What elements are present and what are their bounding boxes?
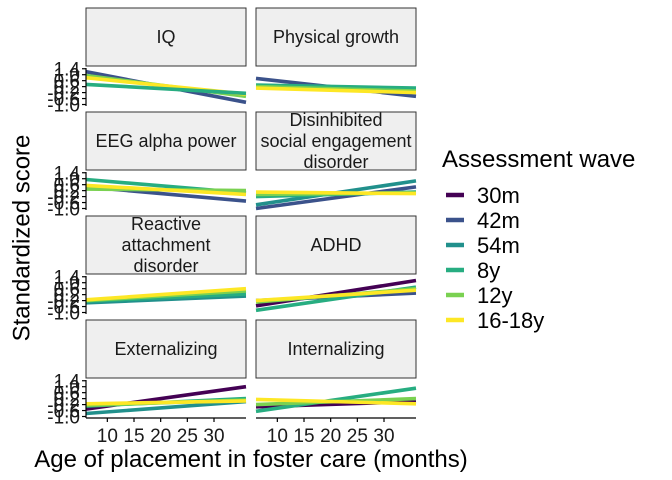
series-line-16-18y [255, 397, 417, 406]
y-tick-label: 1.0 [54, 378, 80, 399]
y-tick-label: -0.6 [47, 298, 80, 319]
y-tick-label: 0.6 [54, 280, 80, 301]
facet-strip [85, 215, 247, 275]
x-tick-label: 20 [150, 426, 171, 447]
legend-label: 12y [477, 283, 512, 308]
facet-title: Internalizing [287, 339, 384, 359]
series-line-16-18y [255, 86, 417, 95]
x-tick-label: 15 [123, 426, 144, 447]
series-line-16-18y [255, 288, 417, 303]
x-axis-title: Age of placement in foster care (months) [34, 446, 468, 473]
facet-title: IQ [156, 27, 175, 47]
x-tick-label: 10 [267, 426, 288, 447]
series-line-16-18y [85, 286, 247, 302]
y-tick-label: 0.6 [54, 176, 80, 197]
facet-title: Physical growth [273, 27, 399, 47]
facet-strip [255, 319, 417, 379]
facet-panel: Externalizing 10 15 20 25 30 -1.0-0.6-0.20.20.… [47, 319, 247, 447]
legend-label: 42m [477, 208, 520, 233]
y-tick-label: 1.4 [54, 268, 81, 289]
y-tick-label: -1.0 [47, 304, 80, 325]
facet-title: Reactive attachment disorder [121, 214, 210, 276]
facet-title: Externalizing [114, 339, 217, 359]
y-tick-label: -0.2 [47, 396, 80, 417]
y-tick-label: 1.4 [54, 164, 81, 185]
y-tick-label: -1.0 [47, 408, 80, 429]
facet-panel: EEG alpha power -1.0-0.6-0.20.20.61.01.4 [47, 111, 247, 221]
facet-strip [255, 215, 417, 275]
legend-title: Assessment wave [442, 146, 635, 173]
series-line-16-18y [85, 399, 247, 406]
facet-strip [85, 111, 247, 171]
y-tick-label: 1.4 [54, 60, 81, 81]
y-tick-label: 1.0 [54, 66, 80, 87]
y-tick-label: -0.6 [47, 402, 80, 423]
y-tick-label: 1.4 [54, 372, 81, 393]
y-tick-label: 0.2 [54, 286, 80, 307]
facet-panel: ADHD [255, 215, 417, 313]
y-tick-label: 0.2 [54, 390, 80, 411]
legend-label: 30m [477, 183, 520, 208]
x-tick-label: 30 [373, 426, 394, 447]
x-tick-label: 20 [320, 426, 341, 447]
facet-strip [255, 111, 417, 171]
facet-title: Disinhibited social engagement disorder [260, 110, 411, 172]
y-tick-label: -1.0 [47, 200, 80, 221]
facet-panel: Internalizing 10 15 20 25 30 [255, 319, 417, 447]
y-tick-label: 0.2 [54, 182, 80, 203]
y-axis-title: Standardized score [8, 135, 35, 342]
facet-panel: Reactive attachment disorder -1.0-0.6-0.20.… [47, 214, 247, 325]
series-line-16-18y [85, 183, 247, 197]
y-tick-label: 0.6 [54, 384, 80, 405]
legend-label: 16-18y [477, 308, 544, 333]
legend-label: 54m [477, 233, 520, 258]
x-tick-label: 25 [177, 426, 198, 447]
x-tick-label: 25 [347, 426, 368, 447]
facet-strip [85, 319, 247, 379]
series-line-54m [85, 399, 247, 416]
y-tick-label: 1.0 [54, 274, 80, 295]
y-tick-label: -0.6 [47, 90, 80, 111]
facet-strip [85, 7, 247, 67]
y-tick-label: -0.2 [47, 188, 80, 209]
series-line-42m [255, 185, 417, 211]
x-tick-label: 15 [293, 426, 314, 447]
facet-strip [255, 7, 417, 67]
legend-label: 8y [477, 258, 500, 283]
series-line-8y [85, 82, 247, 96]
facet-panel: Disinhibited social engagement disorder [255, 110, 417, 211]
y-tick-label: 0.6 [54, 72, 80, 93]
series-line-8y [255, 386, 417, 414]
y-tick-label: 0.2 [54, 78, 80, 99]
y-tick-label: -0.6 [47, 194, 80, 215]
facet-panel: Physical growth [255, 7, 417, 99]
facet-title: EEG alpha power [95, 131, 236, 151]
y-tick-label: -0.2 [47, 292, 80, 313]
facet-panel: IQ -1.0-0.6-0.20.20.61.01.4 [47, 7, 247, 117]
series-line-16-18y [255, 190, 417, 196]
facet-title: ADHD [310, 235, 361, 255]
x-tick-label: 10 [97, 426, 118, 447]
x-tick-label: 30 [203, 426, 224, 447]
y-tick-label: -0.2 [47, 84, 80, 105]
y-tick-label: 1.0 [54, 170, 80, 191]
y-tick-label: -1.0 [47, 96, 80, 117]
